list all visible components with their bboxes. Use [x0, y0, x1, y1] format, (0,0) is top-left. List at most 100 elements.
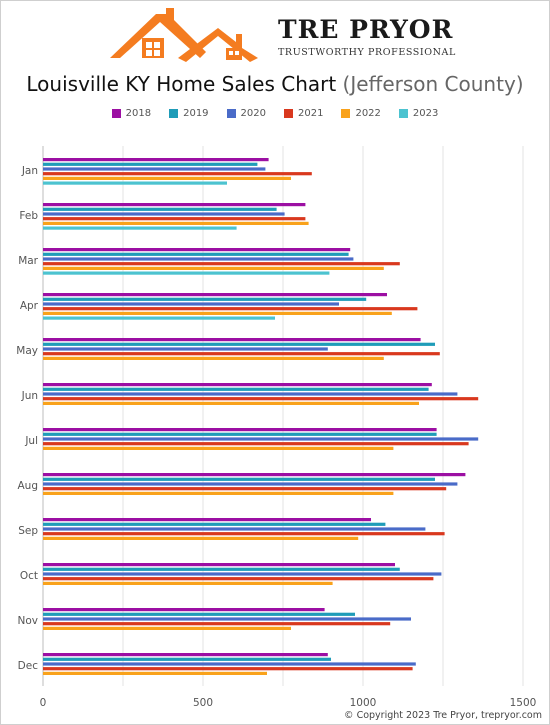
bar-oct-2018 [43, 563, 395, 567]
bar-sep-2020 [43, 527, 426, 531]
bar-jun-2020 [43, 392, 458, 396]
bar-sep-2019 [43, 522, 386, 526]
chart-legend: 2018 2019 2020 2021 2022 2023 [0, 108, 550, 119]
legend-swatch [111, 109, 121, 118]
bar-dec-2020 [43, 662, 416, 666]
legend-swatch [169, 109, 179, 118]
bar-jan-2022 [43, 176, 291, 180]
legend-item-2018: 2018 [111, 108, 152, 119]
legend-item-2022: 2022 [341, 108, 381, 119]
bar-aug-2020 [43, 482, 458, 486]
bar-nov-2019 [43, 612, 355, 616]
bar-jan-2020 [43, 167, 266, 171]
legend-swatch [226, 109, 236, 118]
legend-swatch [398, 109, 408, 118]
bar-feb-2018 [43, 203, 306, 207]
bar-apr-2019 [43, 297, 367, 301]
bar-feb-2019 [43, 207, 277, 211]
bar-feb-2020 [43, 212, 285, 216]
bar-mar-2021 [43, 262, 400, 266]
brand-tagline: TRUSTWORTHY PROFESSIONAL [278, 47, 456, 58]
bar-feb-2023 [43, 226, 237, 230]
legend-swatch [341, 109, 351, 118]
bar-mar-2018 [43, 248, 351, 252]
bar-feb-2021 [43, 217, 306, 221]
bar-apr-2018 [43, 293, 387, 297]
bar-apr-2020 [43, 302, 339, 306]
bar-jan-2018 [43, 158, 269, 162]
bar-jun-2019 [43, 387, 429, 391]
y-tick-label: Nov [18, 615, 39, 627]
bar-may-2021 [43, 352, 440, 356]
legend-label: 2018 [125, 108, 152, 119]
bar-oct-2019 [43, 567, 400, 571]
legend-swatch [284, 109, 293, 118]
bar-jun-2022 [43, 401, 419, 405]
y-tick-label: Jan [21, 165, 38, 177]
bar-jul-2022 [43, 446, 394, 450]
bar-dec-2019 [43, 657, 331, 661]
bar-aug-2022 [43, 491, 394, 495]
bar-mar-2023 [43, 271, 330, 275]
bar-aug-2021 [43, 487, 447, 491]
bar-sep-2018 [43, 518, 371, 522]
brand-logo-text: TRE PRYOR TRUSTWORTHY PROFESSIONAL [278, 15, 456, 59]
y-tick-label: Mar [18, 255, 38, 267]
bar-nov-2018 [43, 608, 325, 612]
y-tick-label: Oct [20, 570, 38, 582]
bar-jul-2020 [43, 437, 479, 441]
y-tick-label: Apr [20, 300, 39, 312]
bar-mar-2020 [43, 257, 354, 261]
bar-may-2019 [43, 342, 435, 346]
bar-oct-2022 [43, 581, 333, 585]
legend-item-2019: 2019 [169, 108, 209, 119]
y-tick-label: Jun [21, 390, 38, 402]
house-logo-icon [110, 8, 258, 62]
y-tick-label: Dec [18, 660, 39, 672]
bar-sep-2021 [43, 532, 445, 536]
bar-mar-2022 [43, 266, 384, 270]
chart-title-sub: (Jefferson County) [342, 72, 524, 96]
y-tick-label: Jul [24, 435, 38, 447]
bar-feb-2022 [43, 221, 309, 225]
y-tick-label: Aug [17, 480, 38, 492]
bar-sep-2022 [43, 536, 359, 540]
bar-mar-2019 [43, 252, 349, 256]
y-tick-label: Sep [18, 525, 38, 537]
bar-jul-2021 [43, 442, 469, 446]
x-tick-label: 1000 [350, 697, 377, 709]
bar-aug-2019 [43, 477, 435, 481]
bar-jan-2021 [43, 172, 312, 176]
brand-name: TRE PRYOR [278, 15, 454, 44]
legend-label: 2020 [240, 108, 266, 119]
bar-jun-2021 [43, 397, 479, 401]
bar-nov-2020 [43, 617, 411, 621]
bar-may-2022 [43, 356, 384, 360]
bar-dec-2022 [43, 671, 267, 675]
bar-may-2018 [43, 338, 421, 342]
bar-may-2020 [43, 347, 328, 351]
bar-apr-2023 [43, 316, 275, 320]
legend-label: 2022 [355, 108, 381, 119]
chart-title: Louisville KY Home Sales Chart (Jefferso… [0, 72, 550, 96]
chart-title-main: Louisville KY Home Sales Chart [26, 72, 337, 96]
legend-item-2021: 2021 [284, 108, 323, 119]
legend-item-2023: 2023 [398, 108, 439, 119]
bar-apr-2022 [43, 311, 392, 315]
y-tick-label: May [16, 345, 38, 357]
bar-jun-2018 [43, 383, 432, 387]
bar-jul-2019 [43, 432, 437, 436]
x-tick-label: 500 [193, 697, 213, 709]
y-tick-label: Feb [19, 210, 38, 222]
bar-dec-2018 [43, 653, 328, 657]
bar-dec-2021 [43, 667, 413, 671]
bar-apr-2021 [43, 307, 418, 311]
x-tick-label: 0 [40, 697, 47, 709]
legend-label: 2023 [412, 108, 439, 119]
bar-jan-2023 [43, 181, 227, 185]
bar-aug-2018 [43, 473, 466, 477]
bar-oct-2021 [43, 577, 434, 581]
bar-oct-2020 [43, 572, 442, 576]
bar-nov-2022 [43, 626, 291, 630]
